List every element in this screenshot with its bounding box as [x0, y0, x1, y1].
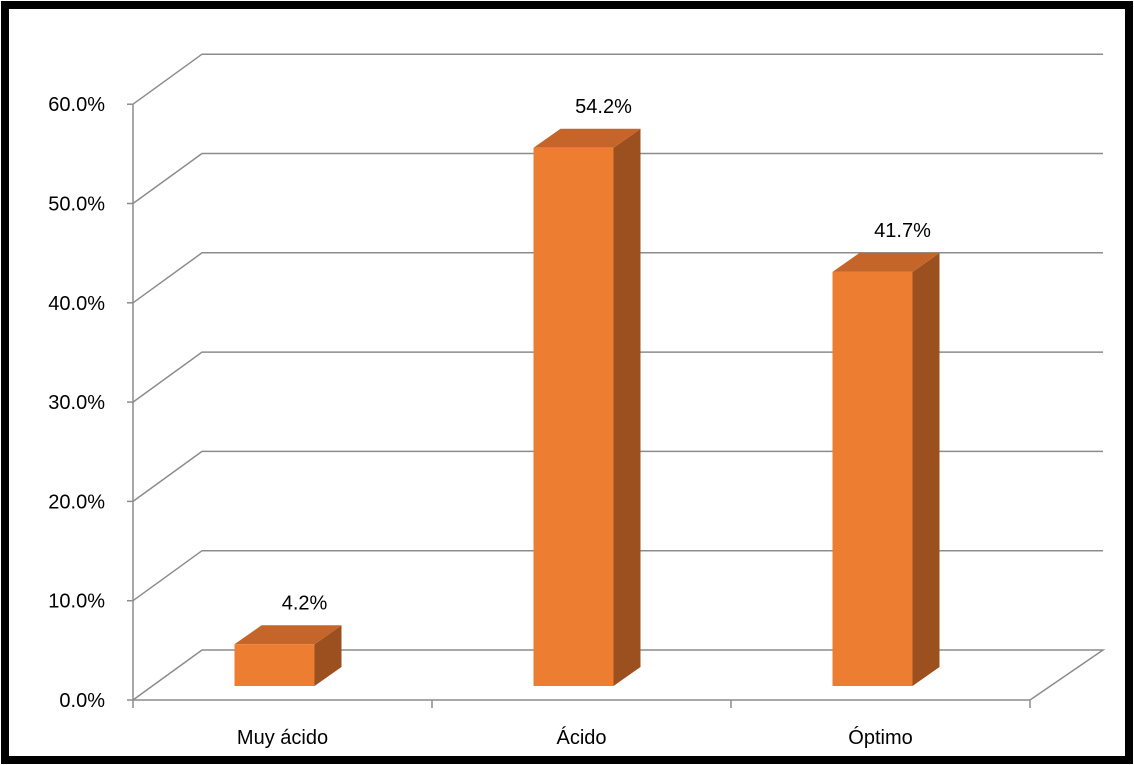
gridline — [132, 152, 1103, 205]
bar-front — [533, 147, 614, 686]
x-tick-label: Óptimo — [848, 726, 912, 749]
bar-top — [832, 252, 940, 272]
y-tick-label: 30.0% — [48, 392, 105, 414]
gridlines — [132, 53, 1106, 701]
gridline — [132, 549, 1103, 602]
y-tick-label: 0.0% — [59, 690, 105, 712]
bar-side — [912, 252, 940, 686]
y-tick-label: 20.0% — [48, 491, 105, 513]
y-tick-label: 60.0% — [48, 94, 105, 116]
bar-front — [832, 271, 913, 686]
bar-top — [234, 625, 342, 645]
x-tick-label: Ácido — [556, 726, 606, 749]
data-label: 4.2% — [282, 592, 328, 614]
x-tick-label: Muy ácido — [237, 727, 328, 749]
bars — [234, 128, 940, 686]
labels: 0.0% 10.0% 20.0% 30.0% 40.0% 50.0% 60.0% 4.2% Mu… — [48, 94, 931, 749]
floor-outline — [132, 649, 1106, 701]
data-label: 41.7% — [874, 220, 931, 242]
gridline — [132, 252, 1103, 304]
data-label: 54.2% — [575, 96, 632, 118]
y-tick-label: 40.0% — [48, 293, 105, 315]
gridline — [132, 450, 1103, 503]
bar-side — [314, 625, 342, 686]
bar-top — [533, 128, 641, 148]
axes — [127, 103, 1031, 708]
y-tick-label: 50.0% — [48, 194, 105, 216]
bar-side — [613, 128, 641, 686]
gridline — [132, 53, 1103, 105]
y-tick-label: 10.0% — [48, 591, 105, 613]
gridline — [132, 351, 1103, 403]
bar-front — [234, 644, 315, 686]
